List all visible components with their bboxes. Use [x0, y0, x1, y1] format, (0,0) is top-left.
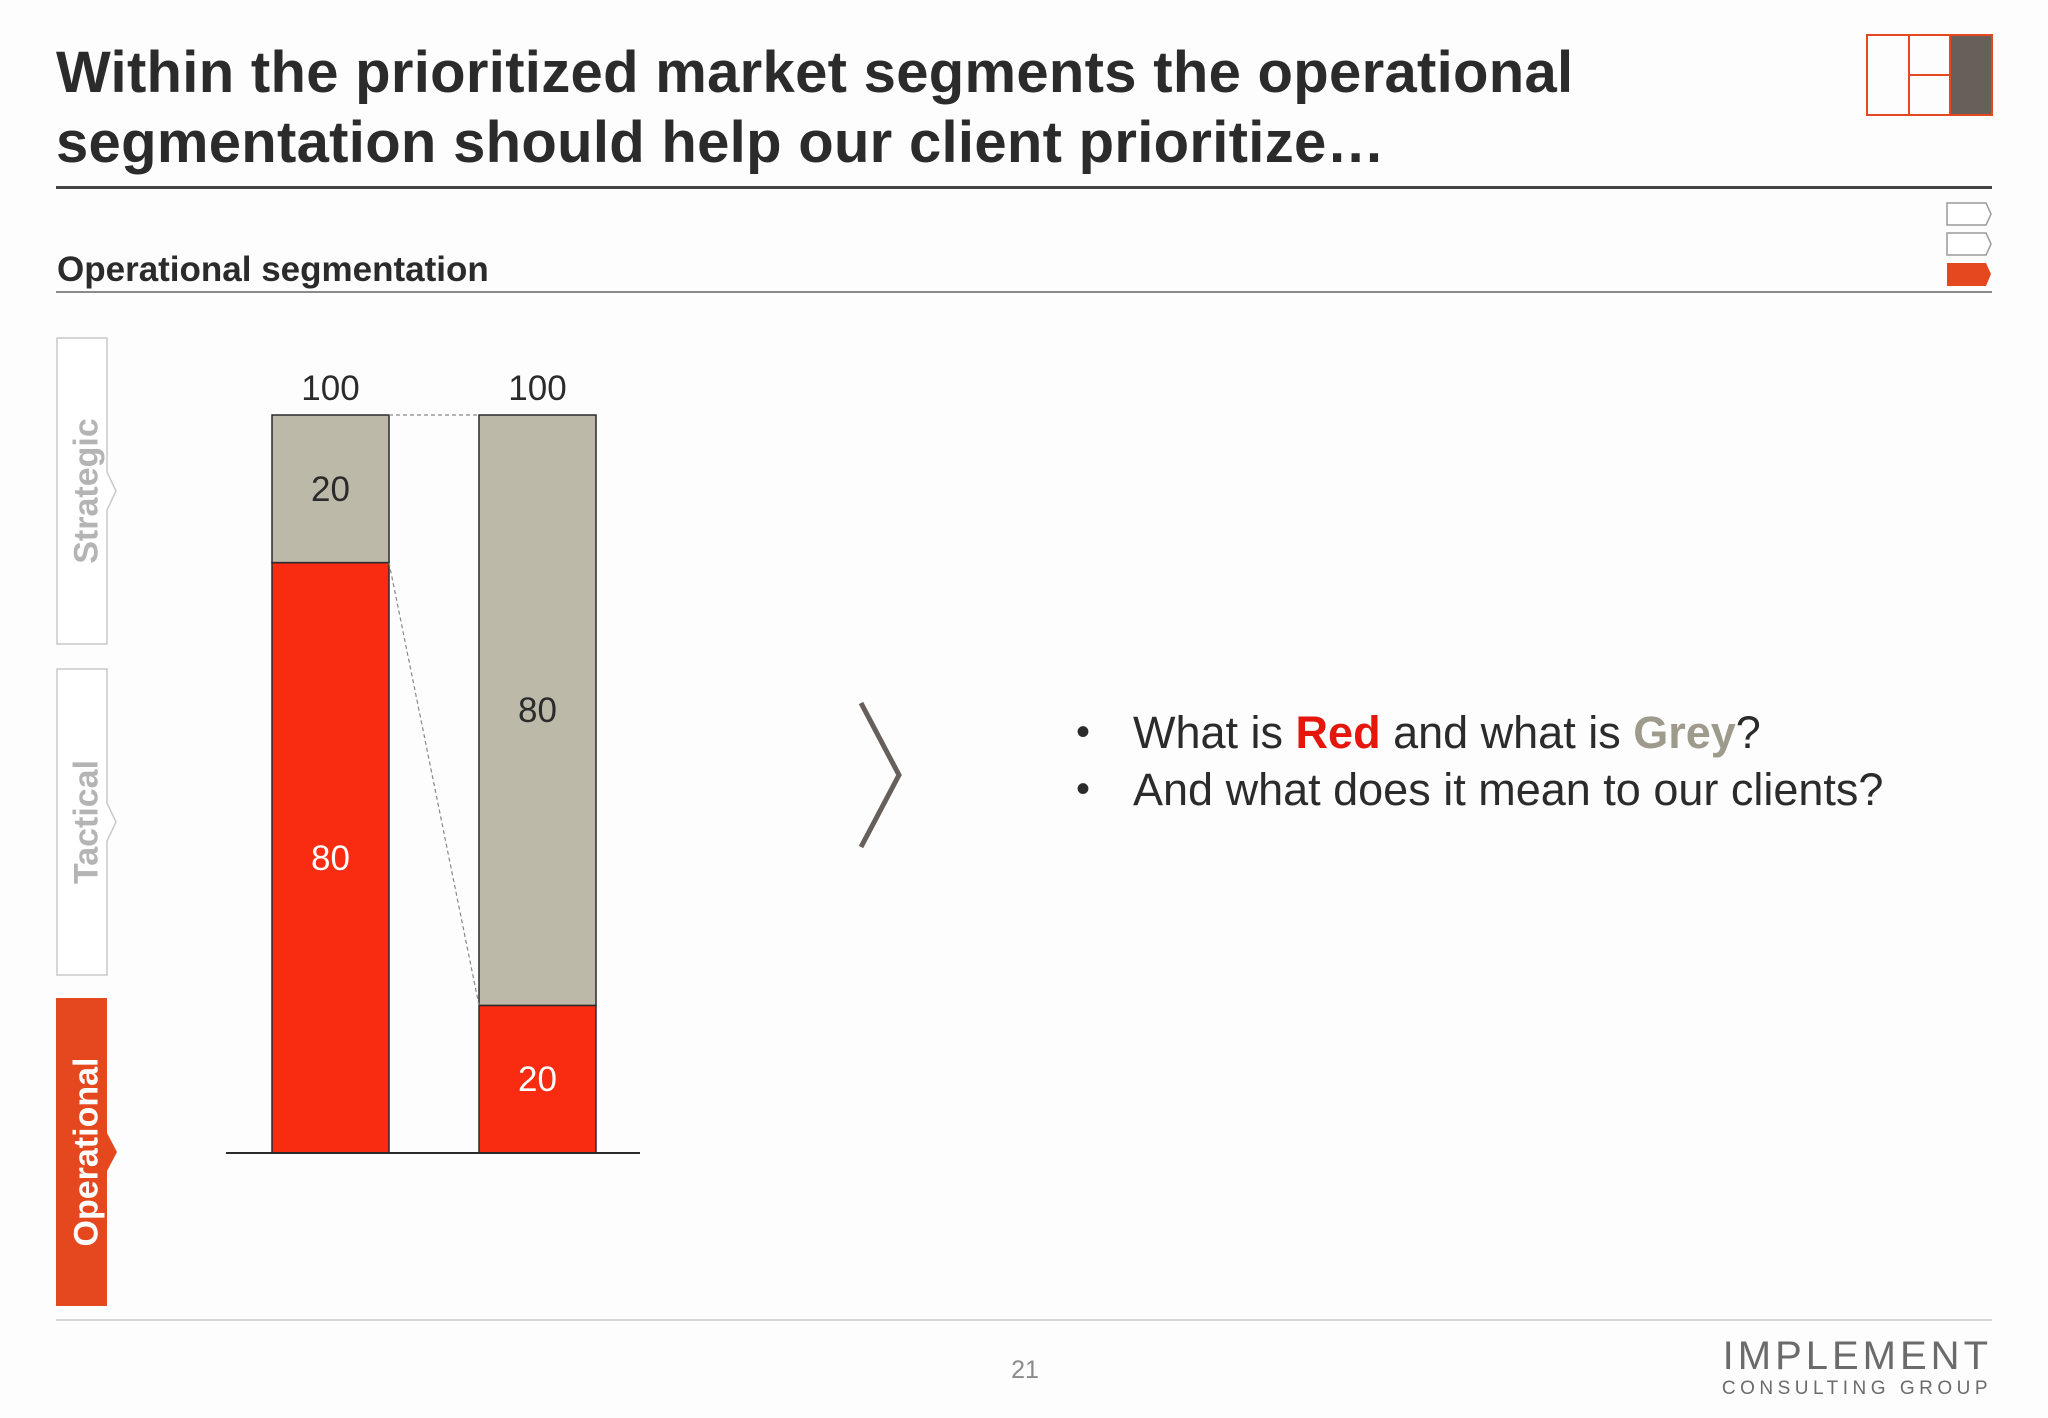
data-label: 80: [518, 691, 557, 730]
question-list: • What is Red and what is Grey? • And what…: [1068, 704, 1883, 818]
bullet-icon: •: [1076, 710, 1091, 754]
title-line-1: Within the prioritized market segments t…: [56, 40, 1574, 105]
footer-divider: [56, 1319, 1992, 1321]
bullet-1-suffix: ?: [1735, 707, 1761, 758]
bar-segment: [271, 414, 390, 564]
bullet-1-prefix: What is: [1133, 707, 1296, 758]
title-divider: [56, 186, 1992, 189]
total-label: 100: [508, 369, 566, 408]
data-label: 80: [311, 839, 350, 878]
tab-tactical[interactable]: Tactical: [56, 668, 118, 976]
page-title: Within the prioritized market segments t…: [56, 38, 1756, 178]
list-item: • What is Red and what is Grey?: [1068, 704, 1883, 761]
tab-operational[interactable]: Operational: [56, 998, 118, 1306]
grid-logo-icon: [1866, 34, 1993, 116]
bullet-icon: •: [1076, 767, 1091, 811]
highlight-grey: Grey: [1633, 707, 1736, 758]
highlight-red: Red: [1295, 707, 1381, 758]
data-label: 20: [311, 470, 350, 509]
brand-tagline: CONSULTING GROUP: [1721, 1378, 1992, 1399]
bar-segment: [271, 561, 390, 1154]
bullet-1-middle: and what is: [1380, 707, 1634, 758]
data-label: 20: [518, 1060, 557, 1099]
title-line-2: segmentation should help our client prio…: [56, 110, 1385, 175]
total-label: 100: [301, 369, 359, 408]
subtitle-divider: [56, 291, 1992, 293]
tab-operational-shape: [56, 998, 117, 1306]
brand-name: IMPLEMENT: [1722, 1334, 1992, 1378]
page-number: 21: [1011, 1356, 1039, 1384]
tab-strategic[interactable]: Strategic: [56, 337, 118, 645]
connector-line: [388, 562, 480, 1006]
bar-segment: [478, 414, 597, 1007]
brand-logo: IMPLEMENT CONSULTING GROUP: [1722, 1336, 1992, 1402]
stacked-bar-chart: 80 20 100 20 80 100: [226, 369, 640, 1154]
chevron-right-icon: [858, 701, 902, 849]
list-item: • And what does it mean to our clients?: [1068, 761, 1883, 818]
tab-tactical-shape: [56, 668, 117, 976]
bullet-2-text: And what does it mean to our clients?: [1133, 764, 1884, 815]
section-progress-icon: [1946, 202, 1992, 286]
tab-strategic-shape: [56, 337, 117, 645]
section-subtitle: Operational segmentation: [57, 250, 489, 289]
